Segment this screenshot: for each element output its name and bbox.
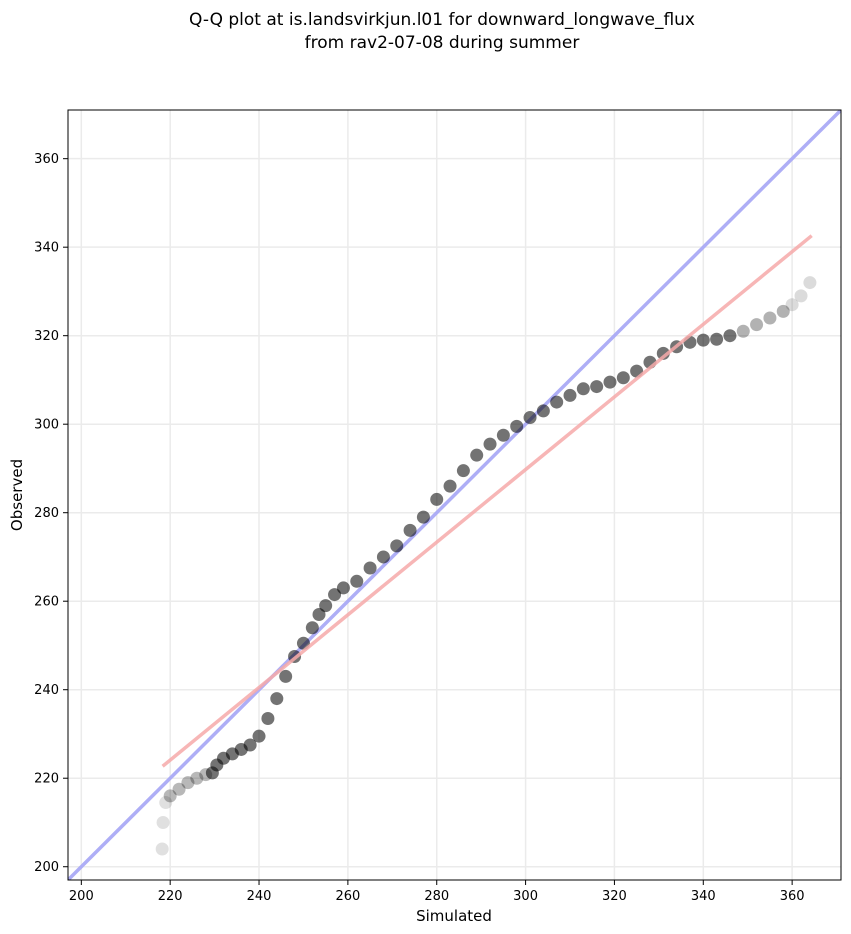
quantile-point-34 xyxy=(470,448,484,462)
quantile-point-28 xyxy=(390,539,404,553)
quantile-point-16 xyxy=(270,692,284,706)
x-tick-label-0: 200 xyxy=(69,889,94,904)
quantile-point-38 xyxy=(523,411,537,425)
x-axis-label: Simulated xyxy=(416,907,492,925)
quantile-point-37 xyxy=(510,419,524,433)
quantile-point-1 xyxy=(156,815,170,829)
quantile-point-59 xyxy=(794,289,808,303)
x-tick-label-1: 220 xyxy=(158,889,183,904)
y-tick-label-0: 200 xyxy=(34,860,59,875)
quantile-point-3 xyxy=(163,789,177,803)
quantile-point-23 xyxy=(328,588,342,602)
y-tick-label-7: 340 xyxy=(34,241,59,256)
x-tick-label-6: 320 xyxy=(602,889,627,904)
y-tick-label-3: 260 xyxy=(34,595,59,610)
quantile-point-60 xyxy=(803,276,817,290)
quantile-point-5 xyxy=(181,776,195,790)
chart-title-line-1: Q-Q plot at is.landsvirkjun.l01 for down… xyxy=(189,10,695,30)
quantile-point-26 xyxy=(363,561,377,575)
quantile-points xyxy=(155,276,817,856)
quantile-point-48 xyxy=(656,346,670,360)
chart-title-line-2: from rav2-07-08 during summer xyxy=(305,33,580,53)
quantile-point-20 xyxy=(305,621,319,635)
quantile-point-21 xyxy=(312,607,326,621)
quantile-point-41 xyxy=(563,388,577,402)
y-tick-label-8: 360 xyxy=(34,152,59,167)
quantile-point-29 xyxy=(403,523,417,537)
quantile-point-44 xyxy=(603,375,617,389)
quantile-point-51 xyxy=(696,333,710,347)
quantile-point-30 xyxy=(416,510,430,524)
quantile-point-40 xyxy=(550,395,564,409)
y-tick-label-2: 240 xyxy=(34,683,59,698)
x-tick-label-4: 280 xyxy=(424,889,449,904)
x-tick-label-3: 260 xyxy=(335,889,360,904)
plot-area-frame xyxy=(67,109,842,881)
quantile-point-57 xyxy=(776,304,790,318)
x-tick-label-7: 340 xyxy=(691,889,716,904)
quantile-point-54 xyxy=(736,324,750,338)
quantile-point-0 xyxy=(155,842,169,856)
quantile-point-35 xyxy=(483,437,497,451)
quantile-point-22 xyxy=(319,599,333,613)
y-axis-ticks: 200 220 240 260 280 300 320 340 360 xyxy=(34,152,68,875)
quantile-point-25 xyxy=(350,574,364,588)
quantile-point-36 xyxy=(496,428,510,442)
quantile-point-14 xyxy=(252,729,266,743)
quantile-point-24 xyxy=(336,581,350,595)
quantile-point-43 xyxy=(590,380,604,394)
quantile-point-58 xyxy=(785,298,799,312)
quantile-point-15 xyxy=(261,711,275,725)
y-axis-label: Observed xyxy=(8,459,26,531)
quantile-point-52 xyxy=(710,332,724,346)
quantile-point-4 xyxy=(172,782,186,796)
quantile-point-6 xyxy=(190,771,204,785)
quantile-point-31 xyxy=(430,492,444,506)
quantile-point-39 xyxy=(536,404,550,418)
quantile-point-27 xyxy=(376,550,390,564)
quantile-point-33 xyxy=(456,464,470,478)
quantile-point-56 xyxy=(763,311,777,325)
fit-line xyxy=(161,234,813,768)
y-tick-label-1: 220 xyxy=(34,772,59,787)
x-axis-ticks: 200 220 240 260 280 300 320 340 360 xyxy=(69,880,805,904)
x-tick-label-5: 300 xyxy=(513,889,538,904)
quantile-point-32 xyxy=(443,479,457,493)
y-tick-label-5: 300 xyxy=(34,418,59,433)
quantile-point-17 xyxy=(279,669,293,683)
quantile-point-2 xyxy=(159,796,173,810)
y-tick-label-4: 280 xyxy=(34,506,59,521)
x-tick-label-8: 360 xyxy=(780,889,805,904)
y-tick-label-6: 320 xyxy=(34,329,59,344)
quantile-point-55 xyxy=(750,318,764,332)
quantile-point-53 xyxy=(723,329,737,343)
reference-line xyxy=(68,110,841,880)
x-tick-label-2: 240 xyxy=(247,889,272,904)
quantile-point-45 xyxy=(616,371,630,385)
grid xyxy=(68,110,841,880)
quantile-point-42 xyxy=(576,382,590,396)
quantile-point-13 xyxy=(243,738,257,752)
